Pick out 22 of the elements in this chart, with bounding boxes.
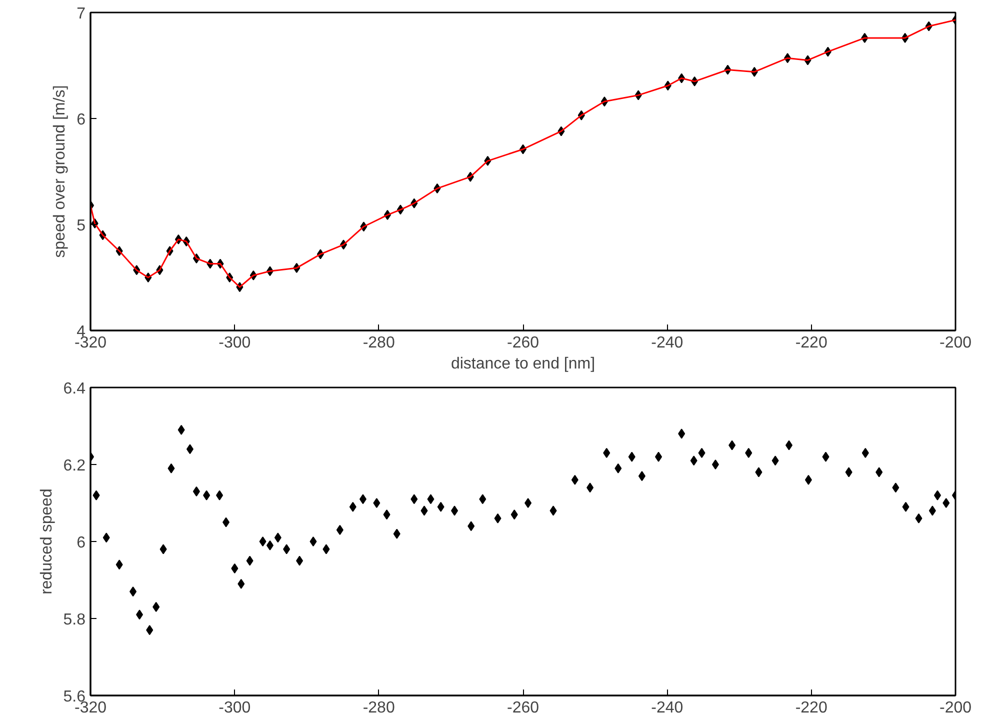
x-tick-label: -300	[218, 700, 251, 716]
x-tick-label: -300	[218, 334, 251, 352]
y-axis-title: reduced speed	[38, 488, 56, 594]
x-tick-label: -220	[795, 700, 828, 716]
y-axis-title: speed over ground [m/s]	[52, 85, 69, 258]
x-tick-label: -280	[362, 700, 395, 716]
x-tick-label: -200	[939, 700, 972, 716]
y-tick-label: 6	[76, 534, 86, 552]
y-tick-label: 6	[76, 112, 86, 128]
y-tick-label: 7	[76, 6, 86, 22]
x-tick-label: -260	[506, 700, 540, 716]
y-tick-label: 6.2	[63, 458, 86, 474]
x-tick-label: -240	[651, 334, 684, 352]
x-tick-label: -220	[795, 334, 828, 352]
x-tick-label: -240	[651, 700, 684, 716]
y-tick-label: 6.4	[63, 380, 86, 398]
y-tick-label: 5	[76, 218, 86, 234]
x-tick-label: -280	[362, 334, 395, 352]
x-tick-label: -200	[939, 334, 972, 352]
x-tick-label: -260	[506, 334, 540, 352]
x-axis-title: distance to end [nm]	[450, 356, 596, 372]
y-tick-label: 5.8	[63, 612, 86, 628]
